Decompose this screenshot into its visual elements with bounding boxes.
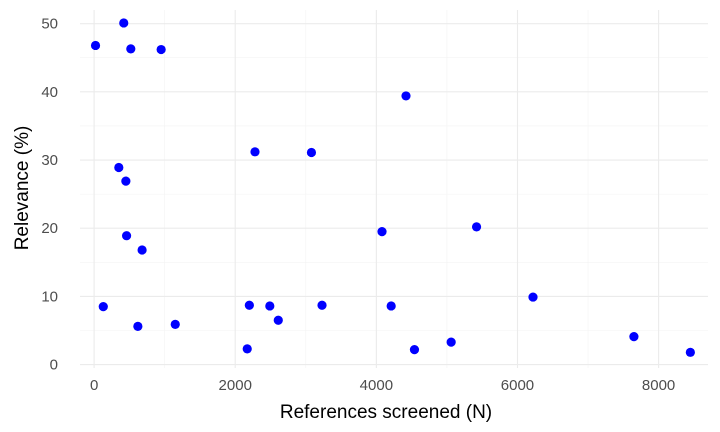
data-point: [306, 147, 317, 158]
x-tick-label: 6000: [501, 377, 534, 394]
x-tick-label: 4000: [360, 377, 393, 394]
y-tick-label: 10: [41, 288, 58, 305]
x-tick-label: 2000: [219, 377, 252, 394]
data-point: [528, 292, 538, 302]
data-point: [377, 227, 387, 237]
data-point: [685, 347, 695, 357]
y-tick-label: 30: [41, 152, 58, 169]
data-point: [121, 176, 131, 186]
data-point: [156, 44, 166, 55]
data-point: [273, 315, 283, 325]
data-point: [126, 44, 136, 54]
data-point: [629, 332, 639, 342]
data-point: [250, 147, 260, 157]
data-point: [170, 319, 180, 329]
grid: [80, 10, 708, 368]
data-point: [446, 337, 456, 347]
tick-labels: 0 2000 4000 6000 8000 0 10 20 30 40 50: [41, 16, 675, 394]
data-point: [265, 301, 275, 311]
y-tick-label: 20: [41, 220, 58, 237]
data-point: [386, 301, 396, 311]
data-point: [409, 344, 420, 355]
data-point: [471, 222, 482, 232]
x-axis-title: References screened (N): [280, 402, 492, 423]
y-tick-label: 0: [50, 357, 58, 374]
data-points: [90, 18, 695, 357]
data-point: [242, 344, 252, 354]
data-point: [121, 231, 132, 241]
data-point: [244, 300, 254, 310]
data-point: [137, 245, 147, 255]
data-point: [119, 18, 129, 28]
y-tick-label: 50: [41, 16, 58, 33]
data-point: [401, 91, 411, 101]
data-point: [98, 302, 108, 312]
data-point: [90, 40, 101, 51]
data-point: [114, 162, 124, 173]
x-tick-label: 8000: [642, 377, 675, 394]
y-axis-title: Relevance (%): [12, 126, 33, 251]
x-tick-label: 0: [90, 377, 98, 394]
y-tick-label: 40: [41, 84, 58, 101]
data-point: [133, 321, 143, 332]
data-point: [317, 300, 327, 310]
